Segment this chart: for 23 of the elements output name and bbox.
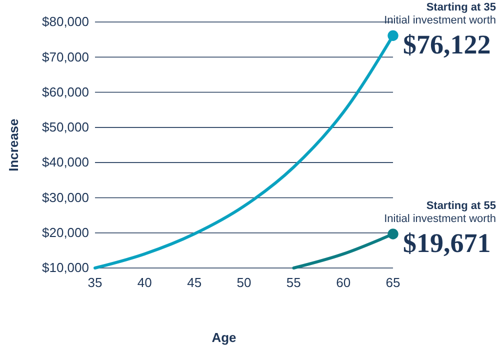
y-axis-title: Increase (6, 118, 21, 172)
annotation: Initial investment worth (384, 213, 496, 226)
y-tick-label: $50,000 (42, 120, 89, 135)
y-tick-label: $10,000 (42, 260, 89, 276)
y-tick-label: $40,000 (42, 154, 89, 170)
x-axis-title: Age (212, 330, 236, 345)
y-tick-label: $80,000 (42, 14, 89, 30)
x-tick-label: 40 (137, 275, 152, 290)
text: Starting at 55 (426, 200, 496, 212)
annotation: $19,671 (403, 228, 491, 258)
text: Starting at 35 (426, 2, 496, 14)
y-tick-label: $30,000 (42, 190, 89, 205)
y-tick-label: $70,000 (42, 49, 89, 64)
y-tick-label: $60,000 (42, 84, 89, 100)
x-tick-label: 65 (386, 275, 400, 290)
x-tick-label: 60 (336, 275, 351, 290)
x-tick-label: 35 (88, 275, 102, 290)
x-tick-label: 55 (286, 275, 301, 290)
x-tick-label: 45 (187, 275, 202, 290)
x-tick-label: 50 (236, 275, 252, 290)
y-tick-label: $20,000 (42, 225, 89, 240)
annotation: Initial investment worth (384, 14, 496, 27)
annotation: $76,122 (403, 30, 491, 60)
